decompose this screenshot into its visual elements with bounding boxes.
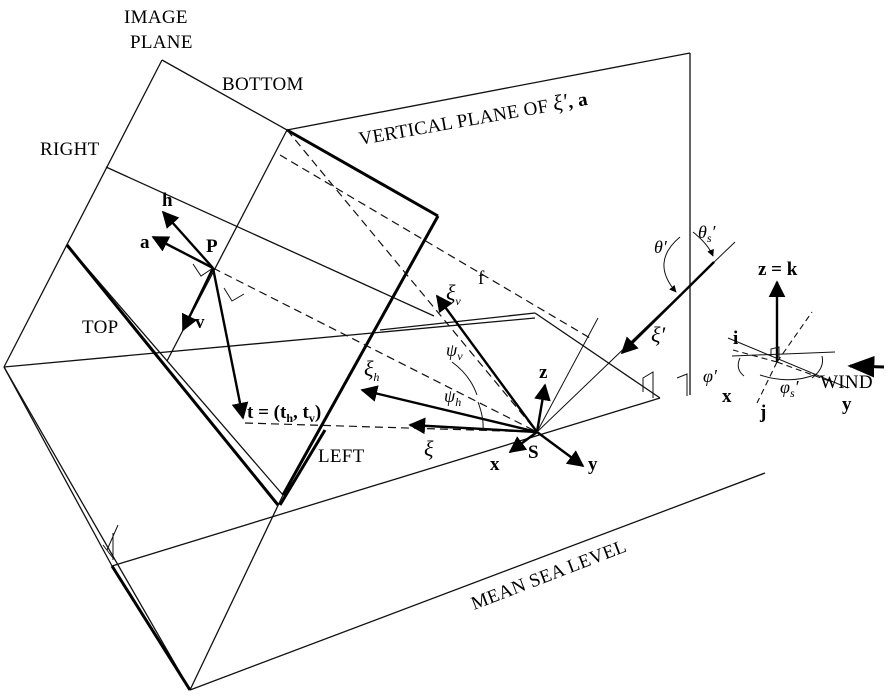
h-vector-label: h xyxy=(162,190,173,211)
v-vector-label: v xyxy=(195,312,205,333)
x-local-label: x xyxy=(722,386,732,407)
theta-prime-label: θ′ xyxy=(654,237,668,257)
xi-prime-label: ξ′ xyxy=(651,322,666,347)
top-label: TOP xyxy=(82,317,118,338)
a-vector-label: a xyxy=(140,232,150,253)
y-axis-label: y xyxy=(588,454,598,475)
point-p-label: P xyxy=(206,236,218,257)
theta-s-prime-label: θs′ xyxy=(698,222,717,245)
psi-h-label: ψh xyxy=(444,386,461,409)
sun-direction xyxy=(620,195,715,398)
xi-h-label: ξh xyxy=(364,356,379,384)
j-vector-label: j xyxy=(759,402,766,423)
image-plane-label-line1: IMAGE xyxy=(124,7,188,28)
s-vectors xyxy=(360,241,736,467)
bottom-label: BOTTOM xyxy=(222,74,304,95)
phi-prime-label: φ′ xyxy=(703,366,718,386)
local-frame xyxy=(727,280,885,404)
image-plane xyxy=(3,52,691,567)
z-equals-k-label: z = k xyxy=(758,259,798,280)
z-axis-label: z xyxy=(539,362,548,383)
x-axis-label: x xyxy=(490,454,500,475)
f-label: f xyxy=(478,268,485,289)
p-vectors xyxy=(151,210,249,420)
xi-v-label: ξv xyxy=(446,280,461,308)
right-label: RIGHT xyxy=(40,139,100,160)
wind-label: WIND xyxy=(820,372,873,393)
left-label: LEFT xyxy=(318,446,365,467)
phi-s-prime-label: φs′ xyxy=(780,377,800,400)
y-local-label: y xyxy=(842,394,852,415)
t-vector-label: t = (th, tv) xyxy=(247,402,321,425)
sea-level-plane xyxy=(3,317,766,691)
image-plane-label-line2: PLANE xyxy=(130,32,193,53)
i-vector-label: i xyxy=(733,328,738,349)
xi-label: ξ xyxy=(424,436,434,461)
point-s-label: S xyxy=(528,442,539,463)
construction-lines xyxy=(212,129,591,433)
psi-v-label: ψv xyxy=(446,340,463,363)
